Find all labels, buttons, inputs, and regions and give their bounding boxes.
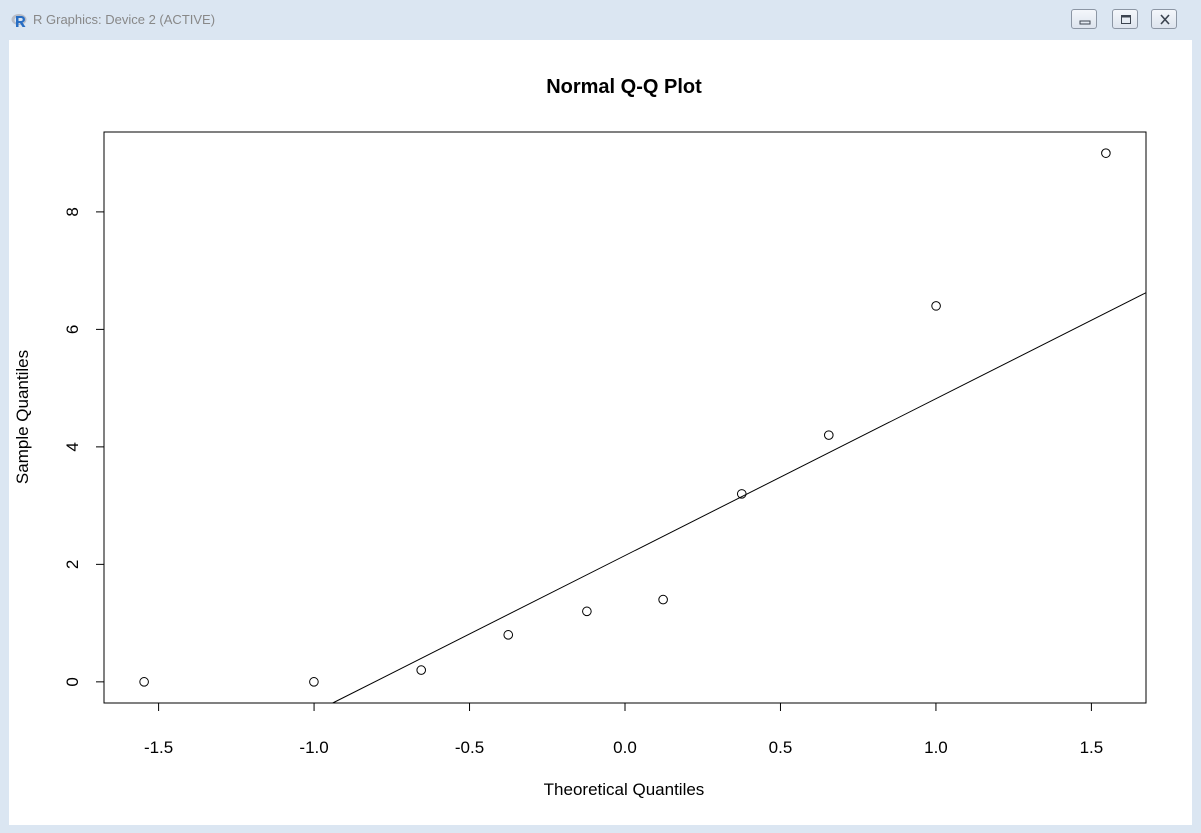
x-tick-label: 0.0	[613, 738, 637, 757]
data-point	[736, 489, 747, 499]
close-button[interactable]	[1151, 9, 1177, 29]
graphics-device-canvas: Normal Q-Q Plot -1.5 -1.0 -0.5 0.0 0.5 1.0 1.5…	[9, 40, 1192, 825]
minimize-button[interactable]	[1071, 9, 1097, 29]
x-tick-label: 1.0	[924, 738, 948, 757]
data-point	[309, 677, 319, 687]
title-bar[interactable]: R Graphics: Device 2 (ACTIVE)	[0, 0, 1201, 40]
x-tick-label: -0.5	[455, 738, 484, 757]
data-point	[931, 301, 941, 311]
data-point	[139, 677, 149, 687]
x-tick-label: -1.5	[144, 738, 173, 757]
y-tick-label: 2	[63, 560, 82, 569]
data-point	[1101, 148, 1111, 158]
window-title: R Graphics: Device 2 (ACTIVE)	[33, 12, 216, 27]
x-tick-label: 0.5	[769, 738, 793, 757]
minimize-icon	[1079, 20, 1091, 25]
x-tick-label: -1.0	[299, 738, 328, 757]
maximize-icon	[1121, 15, 1131, 24]
data-point	[582, 606, 592, 617]
close-icon	[1160, 14, 1170, 25]
y-axis-label: Sample Quantiles	[13, 350, 32, 484]
data-points	[139, 148, 1111, 687]
y-axis: 0 2 4 6 8	[63, 207, 105, 687]
x-axis-label: Theoretical Quantiles	[544, 780, 705, 799]
r-logo-icon	[11, 14, 27, 27]
y-tick-label: 6	[63, 325, 82, 334]
x-axis: -1.5 -1.0 -0.5 0.0 0.5 1.0 1.5	[144, 702, 1104, 757]
plot-frame	[103, 131, 1147, 704]
maximize-button[interactable]	[1112, 9, 1138, 29]
chart-title: Normal Q-Q Plot	[546, 76, 702, 98]
y-tick-label: 8	[63, 207, 82, 216]
data-point	[503, 630, 514, 640]
data-point	[658, 594, 668, 605]
data-point	[823, 430, 834, 440]
data-point	[416, 665, 427, 675]
y-tick-label: 0	[63, 677, 82, 686]
x-tick-label: 1.5	[1080, 738, 1104, 757]
qq-plot: Normal Q-Q Plot -1.5 -1.0 -0.5 0.0 0.5 1.0 1.5…	[13, 76, 1147, 799]
y-tick-label: 4	[63, 442, 82, 451]
